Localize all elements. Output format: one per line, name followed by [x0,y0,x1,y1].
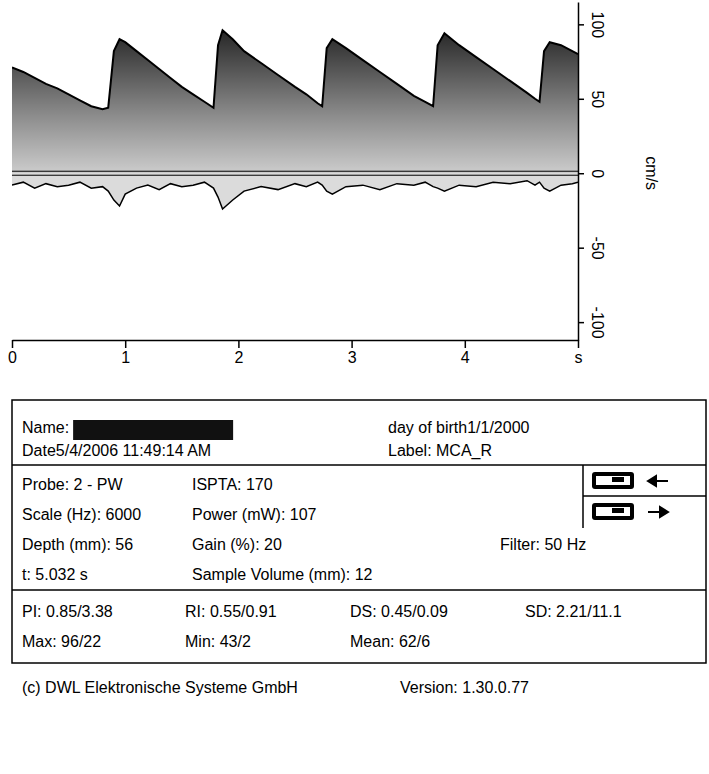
tick-label: 2 [234,349,243,366]
baseline [12,175,578,176]
tick-label: 1 [121,349,130,366]
panel-separator [12,589,706,591]
version: Version: 1.30.0.77 [400,679,529,696]
axis-line [578,3,580,341]
device-icon [592,472,634,489]
device-icon [592,503,634,520]
tick-mark [578,24,584,26]
setting: t: 5.032 s [22,566,88,583]
label: Label: MCA_R [388,442,492,460]
icon-divider [583,495,706,497]
tick: 2 [234,340,243,366]
info-panel: Name: Date5/4/2006 11:49:14 AM day of birt… [12,400,706,663]
tick: 4 [461,340,470,366]
tick: -50 [578,237,606,260]
tick: 1 [121,340,130,366]
index-value: RI: 0.55/0.91 [185,603,277,620]
tick: s [575,340,583,366]
tick-label: 3 [348,349,357,366]
tick-label: -100 [589,307,606,339]
tick-mark [351,340,353,348]
tick: 100 [578,11,606,38]
redaction [73,420,233,440]
tick-label: 4 [461,349,470,366]
tick-label: 50 [589,90,606,108]
tick-mark [465,340,467,348]
axis-line [13,340,579,342]
setting: Probe: 2 - PW [22,476,123,493]
index-value: PI: 0.85/3.38 [22,603,113,620]
tick-label: s [575,349,583,366]
x-axis: 0 1 2 3 4 s [8,340,582,366]
tick-mark [12,340,14,348]
plot-area [12,30,578,209]
tick-mark [238,340,240,348]
tick: 3 [348,340,357,366]
setting: Power (mW): 107 [192,506,317,523]
envelope-line [12,30,578,109]
spectrum-area [12,30,578,173]
index-value: DS: 0.45/0.09 [350,603,448,620]
arrow-icon [648,507,668,517]
tick-label: 100 [589,11,606,38]
tick: 0 [578,169,606,178]
reverse-flow-area [12,173,578,209]
tick-mark [578,173,584,175]
setting: Sample Volume (mm): 12 [192,566,373,583]
name-label: Name: [22,419,69,436]
y-axis: 100 50 0 -50 -100 [578,3,606,341]
page: 0 1 2 3 4 s 100 50 0 -50 -100 cm/s Name: Date5/4/2006… [0,0,709,774]
day-of-birth: day of birth1/1/2000 [388,419,530,436]
tick-mark [125,340,127,348]
tick: -100 [578,307,606,339]
tick-label: 0 [8,349,17,366]
index-value: Mean: 62/6 [350,633,430,650]
setting: Gain (%): 20 [192,536,282,553]
date: Date5/4/2006 11:49:14 AM [22,442,211,459]
trace-line [12,181,578,209]
tick-label: 0 [589,169,606,178]
tick-mark [578,322,584,324]
setting: ISPTA: 170 [192,476,273,493]
tick-mark [578,247,584,249]
setting: Scale (Hz): 6000 [22,506,141,523]
setting: Depth (mm): 56 [22,536,133,553]
tick-mark [578,99,584,101]
tick-label: -50 [589,237,606,260]
tick: 0 [8,340,17,366]
arrow-icon [648,476,668,486]
tick: 50 [578,90,606,108]
panel-frame [12,400,706,663]
index-value: Max: 96/22 [22,633,101,650]
baseline [12,171,578,172]
index-value: SD: 2.21/11.1 [525,603,622,620]
index-value: Min: 43/2 [185,633,251,650]
panel-separator [12,464,706,466]
copyright: (c) DWL Elektronische Systeme GmbH [22,679,298,696]
tick-mark [578,340,580,348]
setting: Filter: 50 Hz [500,536,586,553]
y-axis-title: cm/s [643,156,660,190]
